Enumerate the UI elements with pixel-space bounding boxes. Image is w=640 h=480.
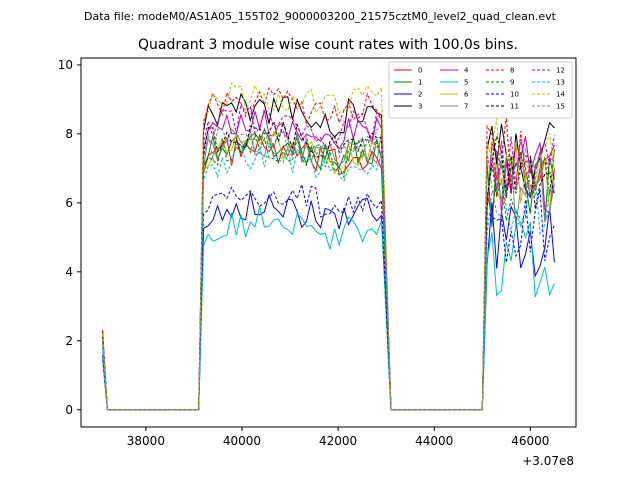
plot-lines (102, 81, 555, 411)
y-tick-label: 2 (65, 334, 73, 348)
legend-label-6: 6 (464, 91, 469, 99)
legend-label-10: 10 (510, 91, 519, 99)
series-line-15 (102, 127, 555, 411)
y-tick-label: 4 (65, 265, 73, 279)
x-axis: 38000 40000 42000 44000 46000 (127, 427, 549, 448)
series-line-11 (102, 119, 555, 411)
series-line-13 (102, 144, 555, 411)
figure-suptitle: Data file: modeM0/AS1A05_155T02_90000032… (84, 10, 557, 23)
x-axis-offset-label: +3.07e8 (522, 454, 574, 468)
x-tick-label: 38000 (127, 434, 165, 448)
legend-label-8: 8 (510, 67, 514, 75)
y-tick-label: 6 (65, 196, 73, 210)
series-line-14 (102, 81, 555, 411)
y-axis: 0 2 4 6 8 10 (58, 58, 81, 417)
y-tick-label: 0 (65, 403, 73, 417)
series-line-3 (102, 92, 555, 411)
series-line-10 (102, 182, 555, 411)
legend-label-3: 3 (418, 103, 422, 111)
legend-label-0: 0 (418, 67, 422, 75)
legend-label-12: 12 (556, 67, 565, 75)
legend-label-1: 1 (418, 79, 422, 87)
legend-label-14: 14 (556, 91, 565, 99)
legend-label-13: 13 (556, 79, 565, 87)
x-tick-label: 42000 (319, 434, 357, 448)
series-line-5 (102, 206, 555, 411)
series-line-2 (102, 192, 555, 411)
series-line-8 (102, 86, 555, 411)
plot-frame (80, 57, 577, 428)
legend-label-11: 11 (510, 103, 519, 111)
legend-label-5: 5 (464, 79, 468, 87)
series-line-0 (102, 133, 555, 411)
legend-label-7: 7 (464, 103, 468, 111)
y-tick-label: 10 (58, 58, 73, 72)
series-line-12 (102, 102, 555, 411)
chart-title: Quadrant 3 module wise count rates with … (138, 37, 518, 53)
legend-label-4: 4 (464, 67, 469, 75)
legend-label-2: 2 (418, 91, 422, 99)
legend-box (388, 61, 573, 119)
x-tick-label: 44000 (415, 434, 453, 448)
legend-label-9: 9 (510, 79, 514, 87)
y-tick-label: 8 (65, 127, 73, 141)
legend-label-15: 15 (556, 103, 565, 111)
series-line-9 (102, 132, 555, 411)
x-tick-label: 40000 (223, 434, 261, 448)
x-tick-label: 46000 (511, 434, 549, 448)
series-line-4 (102, 110, 555, 411)
